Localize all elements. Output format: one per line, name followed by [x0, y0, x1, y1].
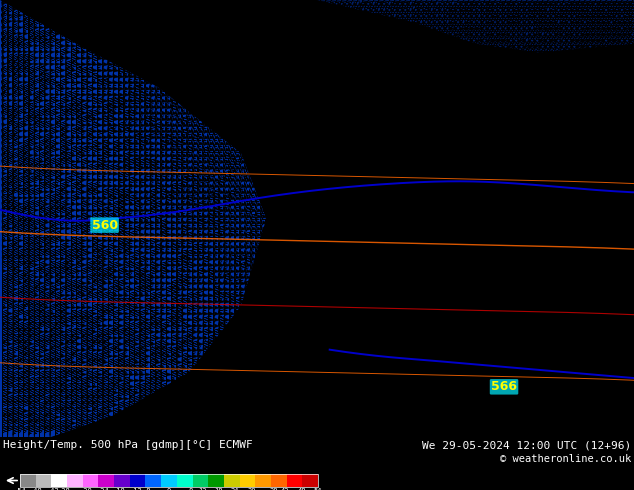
Text: -42: -42: [47, 488, 60, 490]
Text: 560: 560: [91, 219, 118, 232]
Bar: [271, 474, 287, 487]
Text: 42: 42: [281, 488, 289, 490]
Text: 12: 12: [198, 488, 206, 490]
Bar: [20, 474, 318, 487]
Text: 8: 8: [189, 488, 193, 490]
Bar: [193, 474, 208, 487]
Text: -8: -8: [143, 488, 151, 490]
Bar: [224, 474, 240, 487]
Bar: [256, 474, 271, 487]
Polygon shape: [0, 0, 634, 52]
Bar: [82, 474, 98, 487]
Text: © weatheronline.co.uk: © weatheronline.co.uk: [500, 454, 631, 464]
Text: 18: 18: [214, 488, 223, 490]
Text: 38: 38: [269, 488, 278, 490]
Bar: [240, 474, 256, 487]
Text: -38: -38: [58, 488, 70, 490]
Text: 566: 566: [491, 380, 517, 393]
Text: -30: -30: [80, 488, 93, 490]
Bar: [145, 474, 161, 487]
Bar: [98, 474, 114, 487]
Bar: [36, 474, 51, 487]
Text: 48: 48: [297, 488, 306, 490]
Polygon shape: [0, 0, 266, 437]
Bar: [20, 474, 36, 487]
Bar: [177, 474, 193, 487]
Text: 30: 30: [247, 488, 256, 490]
Bar: [302, 474, 318, 487]
Text: -24: -24: [96, 488, 109, 490]
Text: -12: -12: [129, 488, 142, 490]
Bar: [161, 474, 177, 487]
Text: -18: -18: [113, 488, 126, 490]
Text: 0: 0: [167, 488, 171, 490]
Bar: [130, 474, 145, 487]
Bar: [114, 474, 130, 487]
Text: We 29-05-2024 12:00 UTC (12+96): We 29-05-2024 12:00 UTC (12+96): [422, 440, 631, 450]
Text: -48: -48: [30, 488, 43, 490]
Bar: [51, 474, 67, 487]
Text: -54: -54: [13, 488, 27, 490]
Bar: [287, 474, 302, 487]
Bar: [208, 474, 224, 487]
Text: Height/Temp. 500 hPa [gdmp][°C] ECMWF: Height/Temp. 500 hPa [gdmp][°C] ECMWF: [3, 440, 253, 450]
Text: 24: 24: [231, 488, 240, 490]
Bar: [67, 474, 82, 487]
Text: 54: 54: [314, 488, 322, 490]
